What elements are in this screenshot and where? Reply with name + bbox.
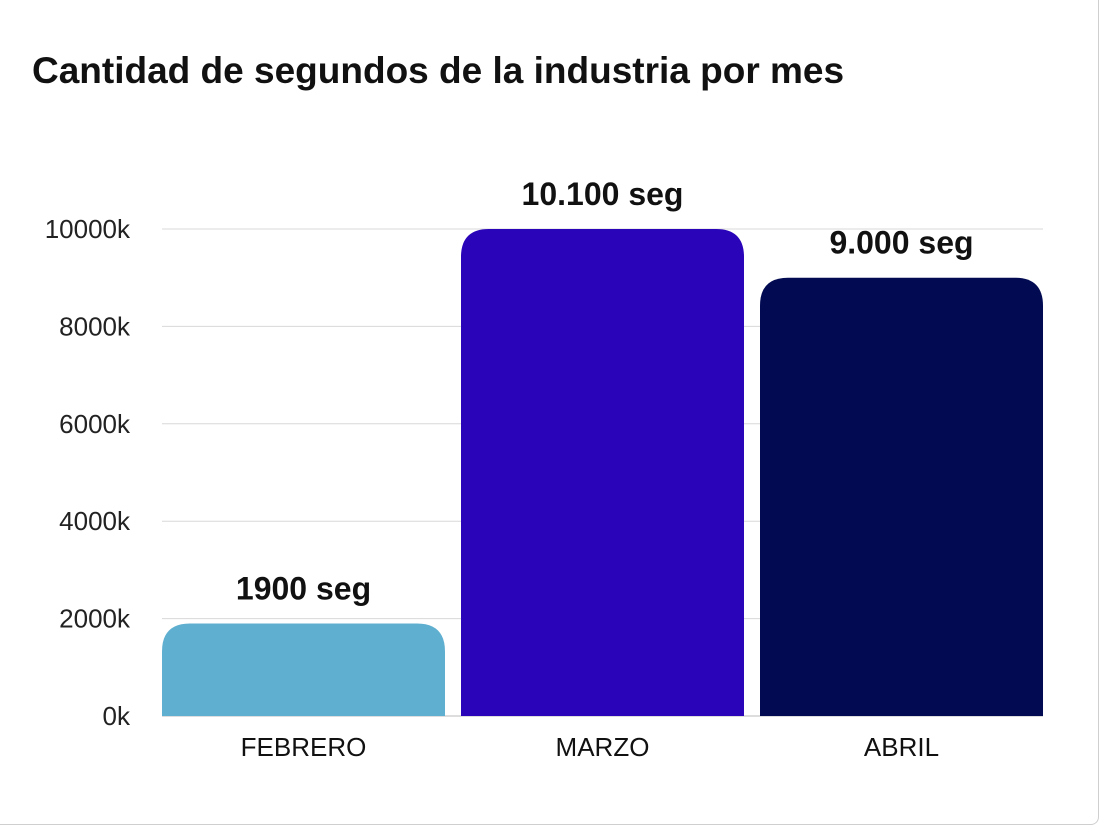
bar-marzo bbox=[461, 229, 744, 716]
bar-febrero bbox=[162, 623, 445, 716]
y-tick-label: 2000k bbox=[59, 604, 131, 634]
y-tick-label: 0k bbox=[103, 701, 131, 731]
data-label: 9.000 seg bbox=[829, 225, 973, 261]
y-tick-label: 6000k bbox=[59, 409, 131, 439]
x-tick-label: FEBRERO bbox=[241, 732, 367, 762]
y-tick-label: 4000k bbox=[59, 506, 131, 536]
x-tick-label: MARZO bbox=[556, 732, 650, 762]
data-label: 10.100 seg bbox=[522, 176, 684, 212]
y-tick-label: 10000k bbox=[45, 214, 131, 244]
y-tick-label: 8000k bbox=[59, 311, 131, 341]
chart-title: Cantidad de segundos de la industria por… bbox=[32, 50, 845, 91]
x-tick-label: ABRIL bbox=[864, 732, 939, 762]
data-label: 1900 seg bbox=[236, 570, 371, 606]
bar-abril bbox=[760, 277, 1043, 716]
